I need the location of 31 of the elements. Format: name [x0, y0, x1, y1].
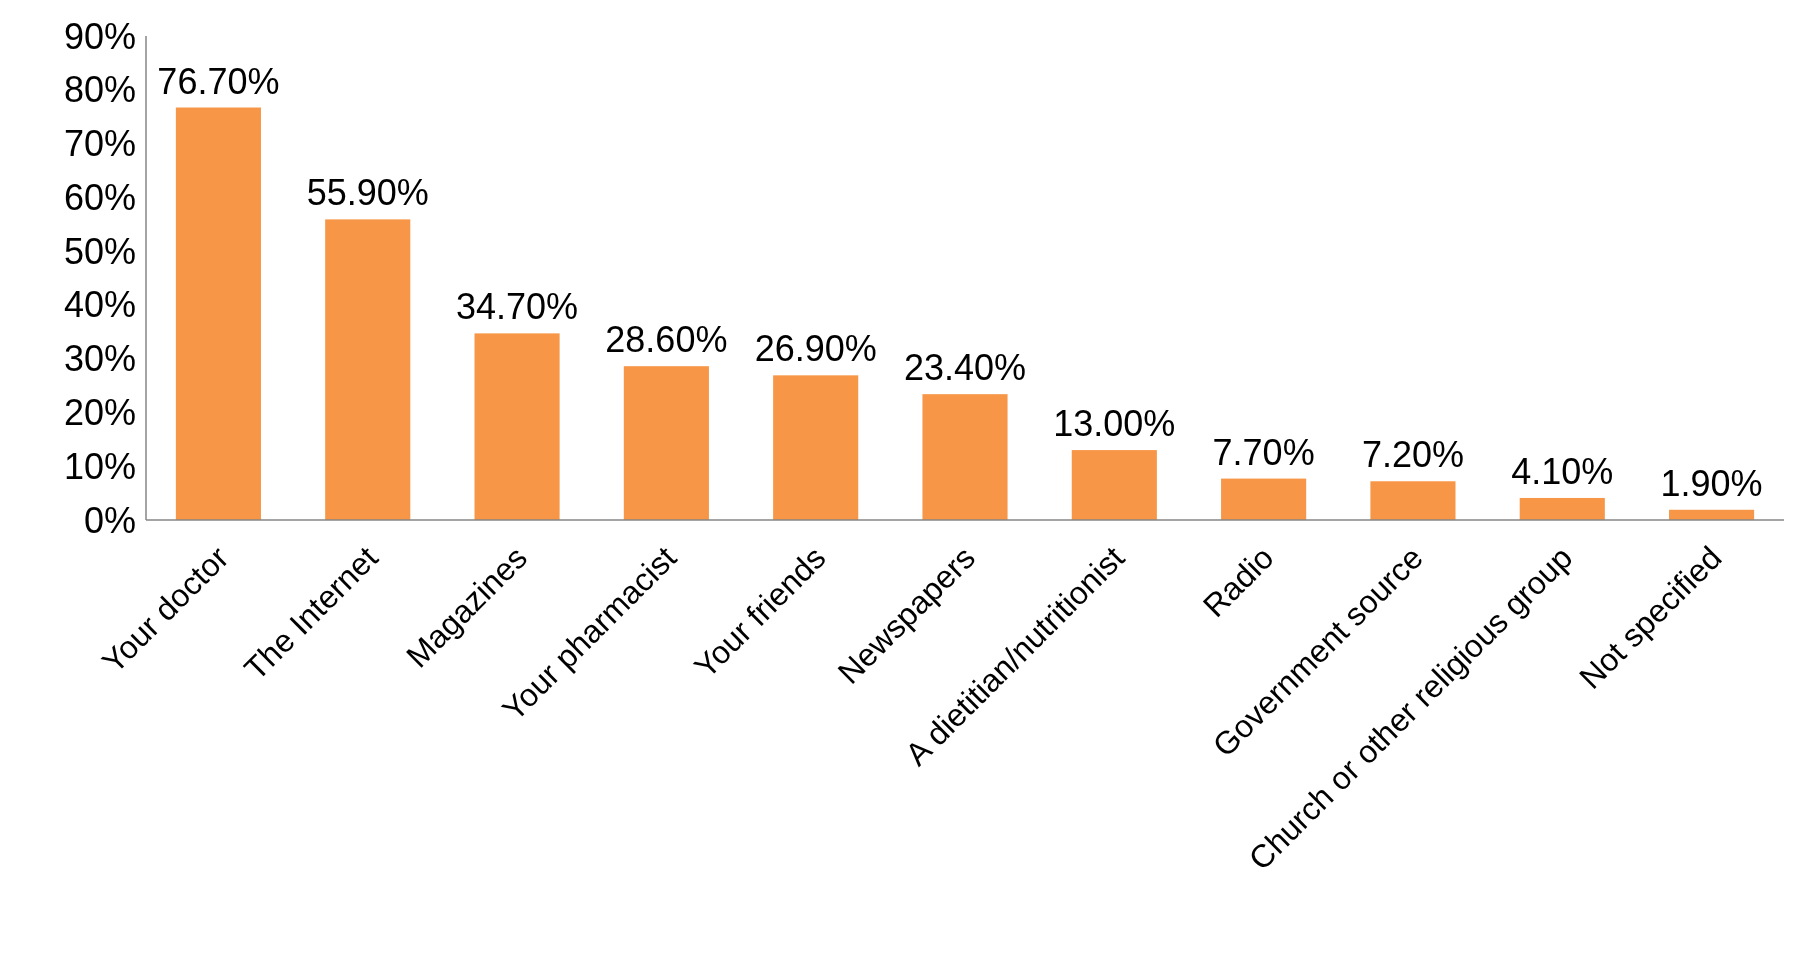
data-label: 76.70%: [157, 60, 280, 102]
data-label: 26.90%: [754, 328, 877, 370]
y-tick-label: 10%: [63, 445, 136, 487]
y-tick-label: 60%: [63, 176, 136, 218]
bar: [325, 219, 411, 520]
data-label: 4.10%: [1511, 450, 1614, 492]
data-label: 55.90%: [306, 172, 429, 214]
bar: [1370, 481, 1456, 520]
y-tick-label: 90%: [63, 15, 136, 57]
data-label: 28.60%: [605, 319, 728, 361]
data-label: 7.20%: [1361, 434, 1464, 476]
y-tick-label: 70%: [63, 123, 136, 165]
y-tick-label: 0%: [83, 499, 136, 541]
y-tick-label: 30%: [63, 338, 136, 380]
data-label: 1.90%: [1660, 462, 1763, 504]
bar: [175, 107, 261, 520]
bar: [474, 333, 560, 520]
y-tick-label: 40%: [63, 284, 136, 326]
bar: [1221, 478, 1307, 520]
bar: [623, 366, 709, 520]
bar: [773, 375, 859, 520]
bar: [1071, 450, 1157, 520]
y-tick-label: 50%: [63, 230, 136, 272]
y-tick-label: 80%: [63, 69, 136, 111]
data-label: 34.70%: [456, 286, 579, 328]
data-label: 23.40%: [903, 347, 1027, 389]
data-label: 13.00%: [1053, 403, 1176, 445]
data-label: 7.70%: [1212, 431, 1315, 473]
bar: [1519, 497, 1605, 520]
y-tick-label: 20%: [63, 391, 136, 433]
bar: [922, 394, 1008, 520]
